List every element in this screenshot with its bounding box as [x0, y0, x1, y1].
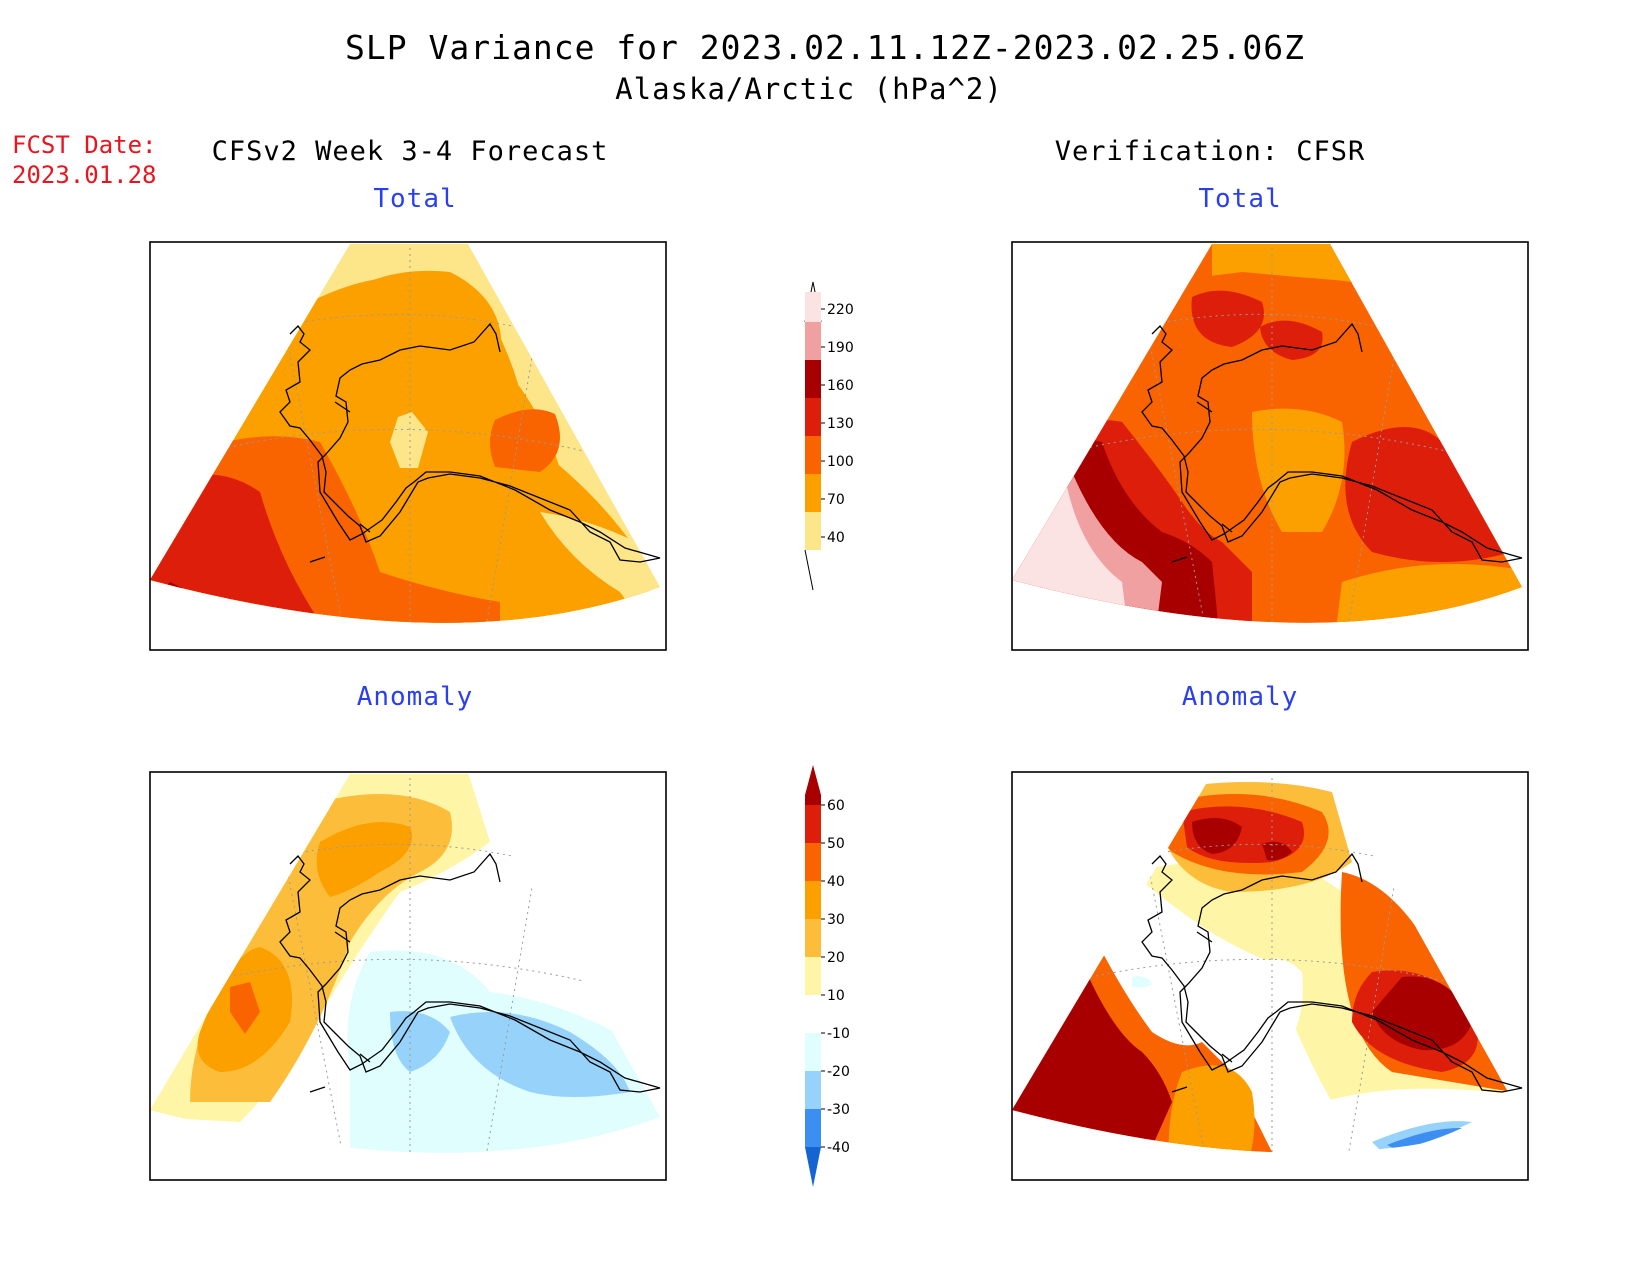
anomaly-colorbar-label: 20	[827, 950, 845, 966]
anomaly-colorbar-label: 10	[827, 988, 845, 1004]
total-colorbar-swatch	[805, 322, 821, 360]
anomaly-colorbar-label: -20	[827, 1064, 850, 1080]
verification-column-header: Verification: CFSR	[1054, 136, 1366, 167]
total-colorbar-swatch	[805, 360, 821, 398]
anomaly-colorbar-swatch	[805, 843, 821, 881]
map-verification-anomaly	[1012, 774, 1523, 1153]
anomaly-colorbar-label: -10	[827, 1026, 850, 1042]
anomaly-colorbar-swatch	[805, 995, 821, 1033]
total-colorbar-label: 130	[827, 416, 854, 432]
frame-forecast-total	[149, 241, 667, 651]
total-colorbar-swatch	[805, 474, 821, 512]
anomaly-colorbar-swatch	[805, 805, 821, 843]
forecast-column-header: CFSv2 Week 3-4 Forecast	[211, 136, 609, 167]
anomaly-colorbar-swatch	[805, 957, 821, 995]
fcst-date: 2023.01.28	[12, 161, 157, 189]
fcst-date-label: FCST Date: 2023.01.28	[12, 130, 157, 190]
total-colorbar-label: 220	[827, 302, 854, 318]
total-colorbar-label: 70	[827, 492, 845, 508]
anomaly-colorbar-label: 50	[827, 836, 845, 852]
frame-verification-total	[1011, 241, 1529, 651]
anomaly-colorbar-swatch	[805, 881, 821, 919]
total-colorbar-swatch	[805, 436, 821, 474]
total-colorbar-label: 40	[827, 530, 845, 546]
chart-title: SLP Variance for 2023.02.11.12Z-2023.02.…	[345, 28, 1305, 67]
total-colorbar-swatch	[805, 512, 821, 550]
anomaly-colorbar-label: 30	[827, 912, 845, 928]
anomaly-colorbar-label: -30	[827, 1102, 850, 1118]
anomaly-colorbar-bottom-tip	[805, 1147, 821, 1187]
panel-title-verification-anomaly: Anomaly	[1181, 682, 1299, 712]
anomaly-colorbar-label: 40	[827, 874, 845, 890]
anomaly-colorbar-swatch	[805, 795, 821, 805]
anomaly-colorbar-swatch	[805, 1033, 821, 1071]
total-colorbar-bottom-tail	[804, 549, 814, 591]
frame-verification-anomaly	[1011, 771, 1529, 1181]
panel-title-forecast-anomaly: Anomaly	[356, 682, 474, 712]
colorbar-total: 220 190 160 130 100 70 40	[804, 281, 854, 591]
total-colorbar-label: 190	[827, 340, 854, 356]
panel-title-verification-total: Total	[1198, 184, 1282, 214]
anomaly-colorbar-swatch	[805, 1109, 821, 1147]
chart-subtitle: Alaska/Arctic (hPa^2)	[615, 72, 1003, 106]
panel-title-forecast-total: Total	[373, 184, 457, 214]
anomaly-colorbar-label: 60	[827, 798, 845, 814]
total-colorbar-swatch	[805, 292, 821, 322]
frame-forecast-anomaly	[149, 771, 667, 1181]
total-colorbar-label: 100	[827, 454, 854, 470]
map-forecast-total	[150, 244, 661, 623]
anomaly-colorbar-swatch	[805, 1071, 821, 1109]
map-verification-total	[1012, 244, 1523, 623]
total-colorbar-swatch	[805, 398, 821, 436]
total-colorbar-label: 160	[827, 378, 854, 394]
anomaly-colorbar-label: -40	[827, 1140, 850, 1156]
map-forecast-anomaly	[150, 774, 661, 1153]
colorbar-anomaly: 60 50 40 30 20 10 -10 -20 -30 -40	[805, 765, 850, 1187]
anomaly-colorbar-swatch	[805, 919, 821, 957]
anomaly-colorbar-top-tip	[805, 765, 821, 795]
fcst-label: FCST Date:	[12, 131, 157, 159]
